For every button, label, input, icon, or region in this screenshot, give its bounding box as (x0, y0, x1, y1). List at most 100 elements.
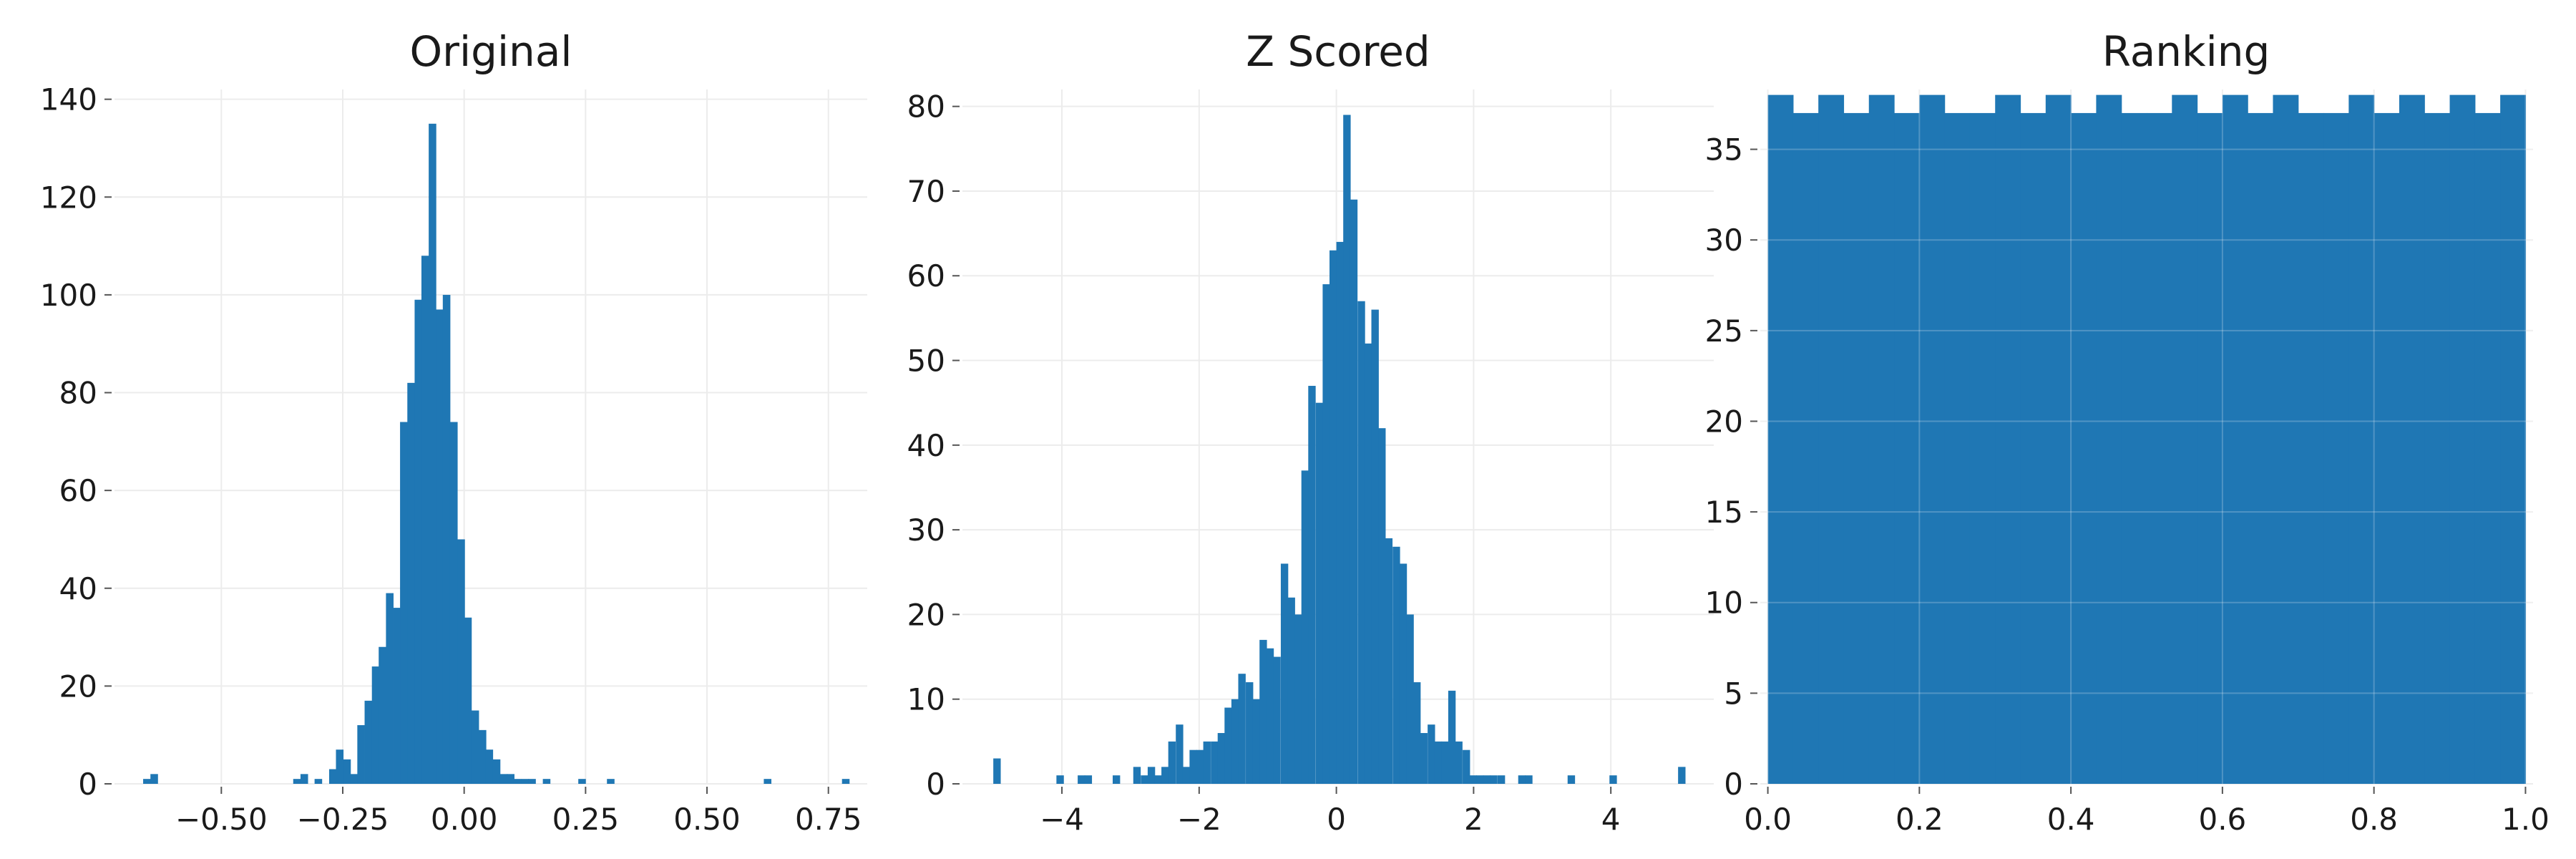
histogram-bar (578, 779, 586, 784)
histogram-bar (499, 774, 508, 784)
y-tick-label: 80 (59, 376, 97, 411)
histogram-bar (1084, 775, 1093, 784)
y-tick-label: 50 (907, 344, 945, 379)
chart-panel-1: Original 0 20 40 60 80 100 120 140 −0.50 −0.25 0.00… (40, 27, 867, 837)
histogram-bar (300, 774, 308, 784)
histogram-bar (1113, 775, 1121, 784)
x-tick-label: 4 (1601, 802, 1621, 837)
histogram-bar (1868, 94, 1895, 785)
histogram-bar (1147, 767, 1156, 784)
histogram-bar (1818, 94, 1845, 785)
histogram-bar (1463, 749, 1470, 784)
y-tick-label: 0 (78, 767, 97, 802)
histogram-bar (1469, 775, 1478, 784)
x-tick-label: 0.75 (795, 802, 862, 837)
y-tick-label: 40 (59, 571, 97, 606)
y-tick-label: 70 (907, 174, 945, 209)
histogram-bar (379, 646, 386, 784)
histogram-bar (1919, 94, 1946, 785)
x-tick-label: 0.25 (552, 802, 620, 837)
histogram-bar (2449, 94, 2476, 785)
y-tick-label: 10 (1705, 586, 1743, 621)
y-tick-label: 0 (926, 767, 945, 802)
x-tick-label: −4 (1040, 802, 1084, 837)
histogram-bar (1969, 112, 1996, 784)
histogram-bar (1330, 250, 1337, 784)
y-tick-label: 80 (907, 89, 945, 125)
histogram-bar (1246, 682, 1254, 784)
histogram-bar (1315, 402, 1324, 784)
histogram-bar (2020, 112, 2046, 784)
y-tick-label: 60 (907, 258, 945, 293)
histogram-bar (492, 759, 501, 784)
histogram-bar (1211, 741, 1219, 784)
x-tick-label: 0 (1327, 802, 1346, 837)
histogram-bar (1364, 343, 1372, 784)
histogram-bar (2121, 112, 2147, 784)
histogram-bar (1252, 699, 1260, 784)
histogram-bar (1476, 775, 1484, 784)
y-tick-label: 30 (907, 513, 945, 548)
histogram-bar (1203, 741, 1211, 784)
histogram-bar (1280, 563, 1289, 784)
histogram-bar (1420, 733, 1428, 784)
histogram-bar (2348, 94, 2375, 785)
histogram-bar (1322, 284, 1330, 784)
histogram-bar (1301, 470, 1309, 784)
histogram-bar (457, 539, 465, 784)
histogram-bar (1294, 614, 1302, 784)
histogram-bar (1273, 656, 1281, 784)
histogram-bar (2222, 94, 2248, 785)
y-tick-label: 120 (40, 180, 97, 215)
histogram-bar (1161, 767, 1169, 784)
histogram-bar (479, 729, 487, 784)
histogram-bar (1894, 112, 1920, 784)
histogram-bar (2474, 112, 2501, 784)
y-tick-label: 0 (1724, 767, 1743, 802)
histogram-bar (1168, 741, 1176, 784)
histogram-bar (421, 256, 429, 784)
histogram-bar (485, 749, 494, 784)
histogram-bar (143, 779, 151, 784)
histogram-bar (2146, 112, 2172, 784)
histogram-bar (1406, 614, 1414, 784)
histogram-bar (2298, 112, 2324, 784)
histogram-bar (1995, 94, 2021, 785)
histogram-bar (1217, 733, 1226, 784)
histogram-bar (1767, 94, 1794, 785)
histogram-bar (1266, 648, 1274, 784)
y-tick-label: 60 (59, 473, 97, 508)
x-tick-label: −2 (1177, 802, 1221, 837)
histogram-bar (343, 759, 351, 784)
histogram-bar (1399, 563, 1407, 784)
histogram-bar (1238, 674, 1246, 784)
x-tick-label: 0.4 (2047, 802, 2095, 837)
histogram-bar (1182, 767, 1191, 784)
y-tick-label: 5 (1724, 676, 1743, 711)
histogram-bar (436, 309, 444, 784)
histogram-bar (1678, 767, 1686, 784)
histogram-bar (528, 779, 536, 784)
histogram-bar (1308, 386, 1316, 784)
histogram-bar (1567, 775, 1576, 784)
histogram-bar (357, 725, 365, 784)
histogram-bar (1224, 707, 1232, 784)
y-tick-label: 15 (1705, 495, 1743, 530)
histogram-bar (514, 779, 522, 784)
y-tick-label: 140 (40, 82, 97, 117)
x-tick-label: 0.6 (2198, 802, 2246, 837)
y-tick-label: 20 (59, 669, 97, 704)
histogram-bar (1448, 690, 1456, 784)
histogram-bar (2248, 112, 2274, 784)
histogram-bar (1455, 741, 1463, 784)
histogram-bar (1056, 775, 1064, 784)
y-tick-label: 40 (907, 428, 945, 463)
histogram-bar (1441, 741, 1449, 784)
histogram-bar (1428, 724, 1435, 784)
histogram-bar (1231, 699, 1239, 784)
histogram-bar (336, 749, 344, 784)
x-tick-label: 2 (1464, 802, 1483, 837)
histogram-bar (429, 123, 436, 784)
histogram-bar (464, 617, 472, 784)
